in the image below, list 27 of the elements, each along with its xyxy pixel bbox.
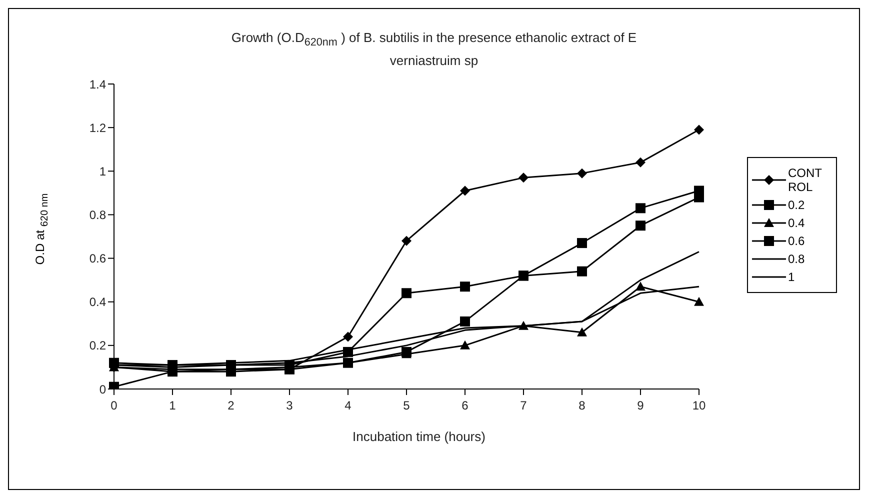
- x-tick-label: 7: [520, 398, 528, 413]
- x-tick-label: 5: [403, 398, 410, 413]
- y-tick-label: 0.2: [89, 338, 106, 353]
- x-tick-label: 2: [228, 398, 235, 413]
- x-tick-label: 1: [169, 398, 176, 413]
- y-tick-label: 0: [99, 382, 106, 396]
- legend-label: 1: [788, 270, 796, 284]
- legend-label: 0.2: [788, 198, 806, 212]
- y-tick-label: 1.4: [89, 77, 106, 92]
- x-tick-label: 9: [637, 398, 644, 413]
- chart-title: Growth (O.D$_{620nm}$ ) of B. subtilis in the presence ethanolic extract of E verniastruim sp: [230, 29, 638, 69]
- y-tick-label: 0.4: [89, 295, 106, 310]
- y-tick-label: 0.6: [89, 252, 106, 266]
- y-tick-label: 1.2: [89, 120, 106, 135]
- legend-label: 0.4: [788, 216, 806, 230]
- legend-label: CONTROL: [788, 166, 822, 194]
- x-tick-label: 8: [578, 398, 586, 413]
- x-tick-label: 0: [110, 398, 118, 413]
- legend-label: 0.8: [788, 252, 806, 266]
- x-tick-label: 10: [692, 398, 706, 413]
- legend-label: 0.6: [788, 234, 806, 248]
- y-tick-label: 0.8: [89, 208, 106, 222]
- x-axis-title: Incubation time (hours): [352, 429, 486, 444]
- x-tick-label: 4: [344, 398, 352, 413]
- x-tick-label: 3: [286, 398, 294, 413]
- x-tick-label: 6: [462, 398, 469, 413]
- y-tick-label: 1: [99, 164, 106, 178]
